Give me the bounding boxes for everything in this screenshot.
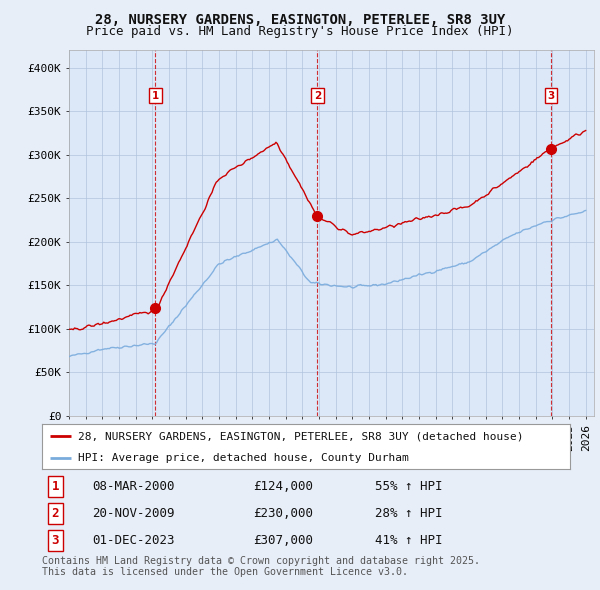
- Text: 1: 1: [52, 480, 59, 493]
- Text: Contains HM Land Registry data © Crown copyright and database right 2025.
This d: Contains HM Land Registry data © Crown c…: [42, 556, 480, 578]
- Text: £124,000: £124,000: [253, 480, 313, 493]
- Text: 2: 2: [314, 91, 321, 101]
- Text: 55% ↑ HPI: 55% ↑ HPI: [374, 480, 442, 493]
- Text: £230,000: £230,000: [253, 507, 313, 520]
- Text: 3: 3: [52, 534, 59, 547]
- Text: £307,000: £307,000: [253, 534, 313, 547]
- Text: 28, NURSERY GARDENS, EASINGTON, PETERLEE, SR8 3UY: 28, NURSERY GARDENS, EASINGTON, PETERLEE…: [95, 13, 505, 27]
- Text: 1: 1: [152, 91, 159, 101]
- Text: 2: 2: [52, 507, 59, 520]
- Text: 20-NOV-2009: 20-NOV-2009: [92, 507, 175, 520]
- Text: 28% ↑ HPI: 28% ↑ HPI: [374, 507, 442, 520]
- Text: Price paid vs. HM Land Registry's House Price Index (HPI): Price paid vs. HM Land Registry's House …: [86, 25, 514, 38]
- Text: 3: 3: [547, 91, 554, 101]
- Text: 28, NURSERY GARDENS, EASINGTON, PETERLEE, SR8 3UY (detached house): 28, NURSERY GARDENS, EASINGTON, PETERLEE…: [78, 431, 523, 441]
- Text: 41% ↑ HPI: 41% ↑ HPI: [374, 534, 442, 547]
- Text: 01-DEC-2023: 01-DEC-2023: [92, 534, 175, 547]
- Text: 08-MAR-2000: 08-MAR-2000: [92, 480, 175, 493]
- Text: HPI: Average price, detached house, County Durham: HPI: Average price, detached house, Coun…: [78, 453, 409, 463]
